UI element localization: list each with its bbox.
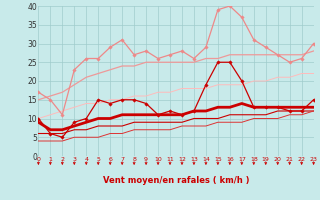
X-axis label: Vent moyen/en rafales ( km/h ): Vent moyen/en rafales ( km/h )	[103, 176, 249, 185]
